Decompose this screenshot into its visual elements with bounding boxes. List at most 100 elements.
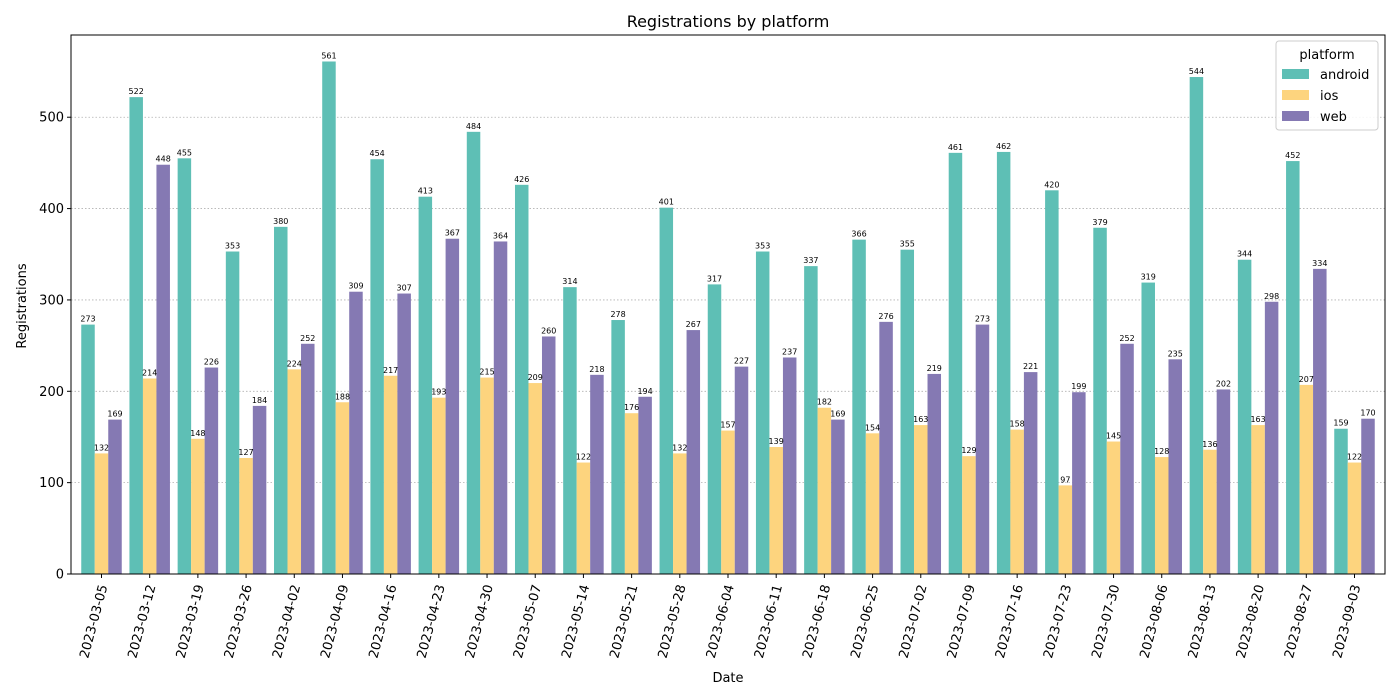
data-label: 97 (1060, 475, 1070, 484)
y-tick-label: 300 (39, 293, 64, 308)
data-label: 452 (1285, 151, 1300, 160)
bar-android (900, 249, 915, 574)
x-tick-label: 2023-08-06 (1138, 583, 1172, 660)
bar-android (225, 251, 240, 575)
x-axis-label: Date (712, 671, 743, 686)
data-label: 132 (672, 443, 687, 452)
x-tick-label: 2023-07-30 (1089, 583, 1123, 660)
legend-label-web: web (1320, 110, 1347, 125)
data-label: 217 (383, 366, 398, 375)
data-label: 454 (370, 149, 385, 158)
data-label: 157 (720, 421, 735, 430)
y-tick-label: 0 (56, 568, 64, 583)
data-label: 355 (900, 240, 915, 249)
x-tick-label: 2023-08-13 (1186, 583, 1220, 660)
x-tick-label: 2023-03-26 (222, 583, 256, 660)
data-label: 273 (975, 315, 990, 324)
data-label: 194 (637, 387, 652, 396)
bar-ios (1299, 384, 1314, 574)
bar-android (129, 97, 143, 574)
x-tick-label: 2023-07-09 (945, 583, 979, 660)
bar-web (879, 321, 893, 574)
bar-ios (383, 375, 398, 574)
data-label: 170 (1360, 409, 1375, 418)
bar-web (349, 291, 363, 574)
bar-android (177, 158, 192, 574)
y-tick-label: 500 (39, 111, 64, 126)
bar-web (541, 336, 556, 574)
bar-ios (817, 407, 832, 574)
bar-ios (1010, 429, 1024, 574)
bar-ios (335, 402, 350, 574)
bar-web (301, 343, 315, 574)
data-label: 182 (817, 398, 832, 407)
legend: platform android ios web (1275, 40, 1379, 131)
data-label: 145 (1106, 432, 1121, 441)
data-label: 163 (1250, 415, 1265, 424)
x-tick-label: 2023-07-02 (897, 583, 931, 660)
bar-web (1361, 418, 1375, 574)
x-tick-label: 2023-04-09 (318, 583, 352, 660)
bar-ios (94, 453, 109, 574)
bar-android (852, 239, 866, 575)
bar-web (445, 238, 460, 574)
data-label: 139 (769, 437, 784, 446)
data-label: 215 (479, 368, 494, 377)
bar-web (782, 357, 797, 574)
x-tick-label: 2023-03-19 (174, 583, 208, 660)
data-label: 127 (238, 448, 253, 457)
data-label: 298 (1264, 292, 1279, 301)
bar-android (81, 324, 95, 574)
bar-android (707, 284, 722, 574)
bar-web (397, 293, 411, 574)
x-tick-label: 2023-04-23 (415, 583, 449, 660)
data-label: 199 (1071, 382, 1086, 391)
bar-web (927, 373, 942, 574)
bar-web (734, 366, 749, 574)
data-label: 364 (493, 231, 508, 240)
data-label: 237 (782, 347, 797, 356)
data-label: 169 (830, 410, 845, 419)
bar-ios (528, 383, 542, 574)
x-tick-label: 2023-05-28 (656, 583, 690, 660)
data-label: 184 (252, 396, 267, 405)
legend-swatch-ios (1282, 90, 1309, 100)
data-label: 461 (948, 143, 963, 152)
data-label: 158 (1010, 420, 1025, 429)
data-label: 169 (107, 410, 122, 419)
chart-title: Registrations by platform (627, 12, 830, 31)
bar-android (418, 196, 433, 574)
data-label: 455 (177, 148, 192, 157)
x-tick-label: 2023-03-12 (126, 583, 160, 660)
data-label: 260 (541, 326, 556, 335)
x-tick-label: 2023-06-04 (704, 583, 738, 660)
data-label: 202 (1216, 379, 1231, 388)
bar-web (108, 419, 122, 574)
bar-android (563, 287, 577, 574)
legend-title: platform (1299, 48, 1354, 63)
bar-ios (962, 456, 976, 574)
bar-android (322, 61, 336, 574)
data-label: 561 (321, 51, 336, 60)
data-label: 193 (431, 388, 446, 397)
data-label: 224 (287, 359, 302, 368)
bar-android (659, 207, 674, 574)
bars (81, 61, 1375, 575)
bar-ios (769, 447, 783, 574)
x-tick-label: 2023-04-30 (463, 583, 497, 660)
x-tick-label: 2023-08-20 (1234, 583, 1268, 660)
data-label: 462 (996, 142, 1011, 151)
bar-android (1141, 282, 1155, 574)
legend-swatch-android (1282, 69, 1309, 79)
legend-label-android: android (1320, 68, 1369, 83)
data-label: 252 (1119, 334, 1134, 343)
bar-web (1072, 392, 1086, 574)
y-tick-label: 400 (39, 202, 64, 217)
data-label: 226 (204, 358, 219, 367)
bar-android (466, 131, 481, 575)
data-label: 218 (589, 365, 604, 374)
bar-ios (576, 462, 591, 574)
bar-android (370, 159, 384, 574)
bar-android (274, 226, 288, 574)
